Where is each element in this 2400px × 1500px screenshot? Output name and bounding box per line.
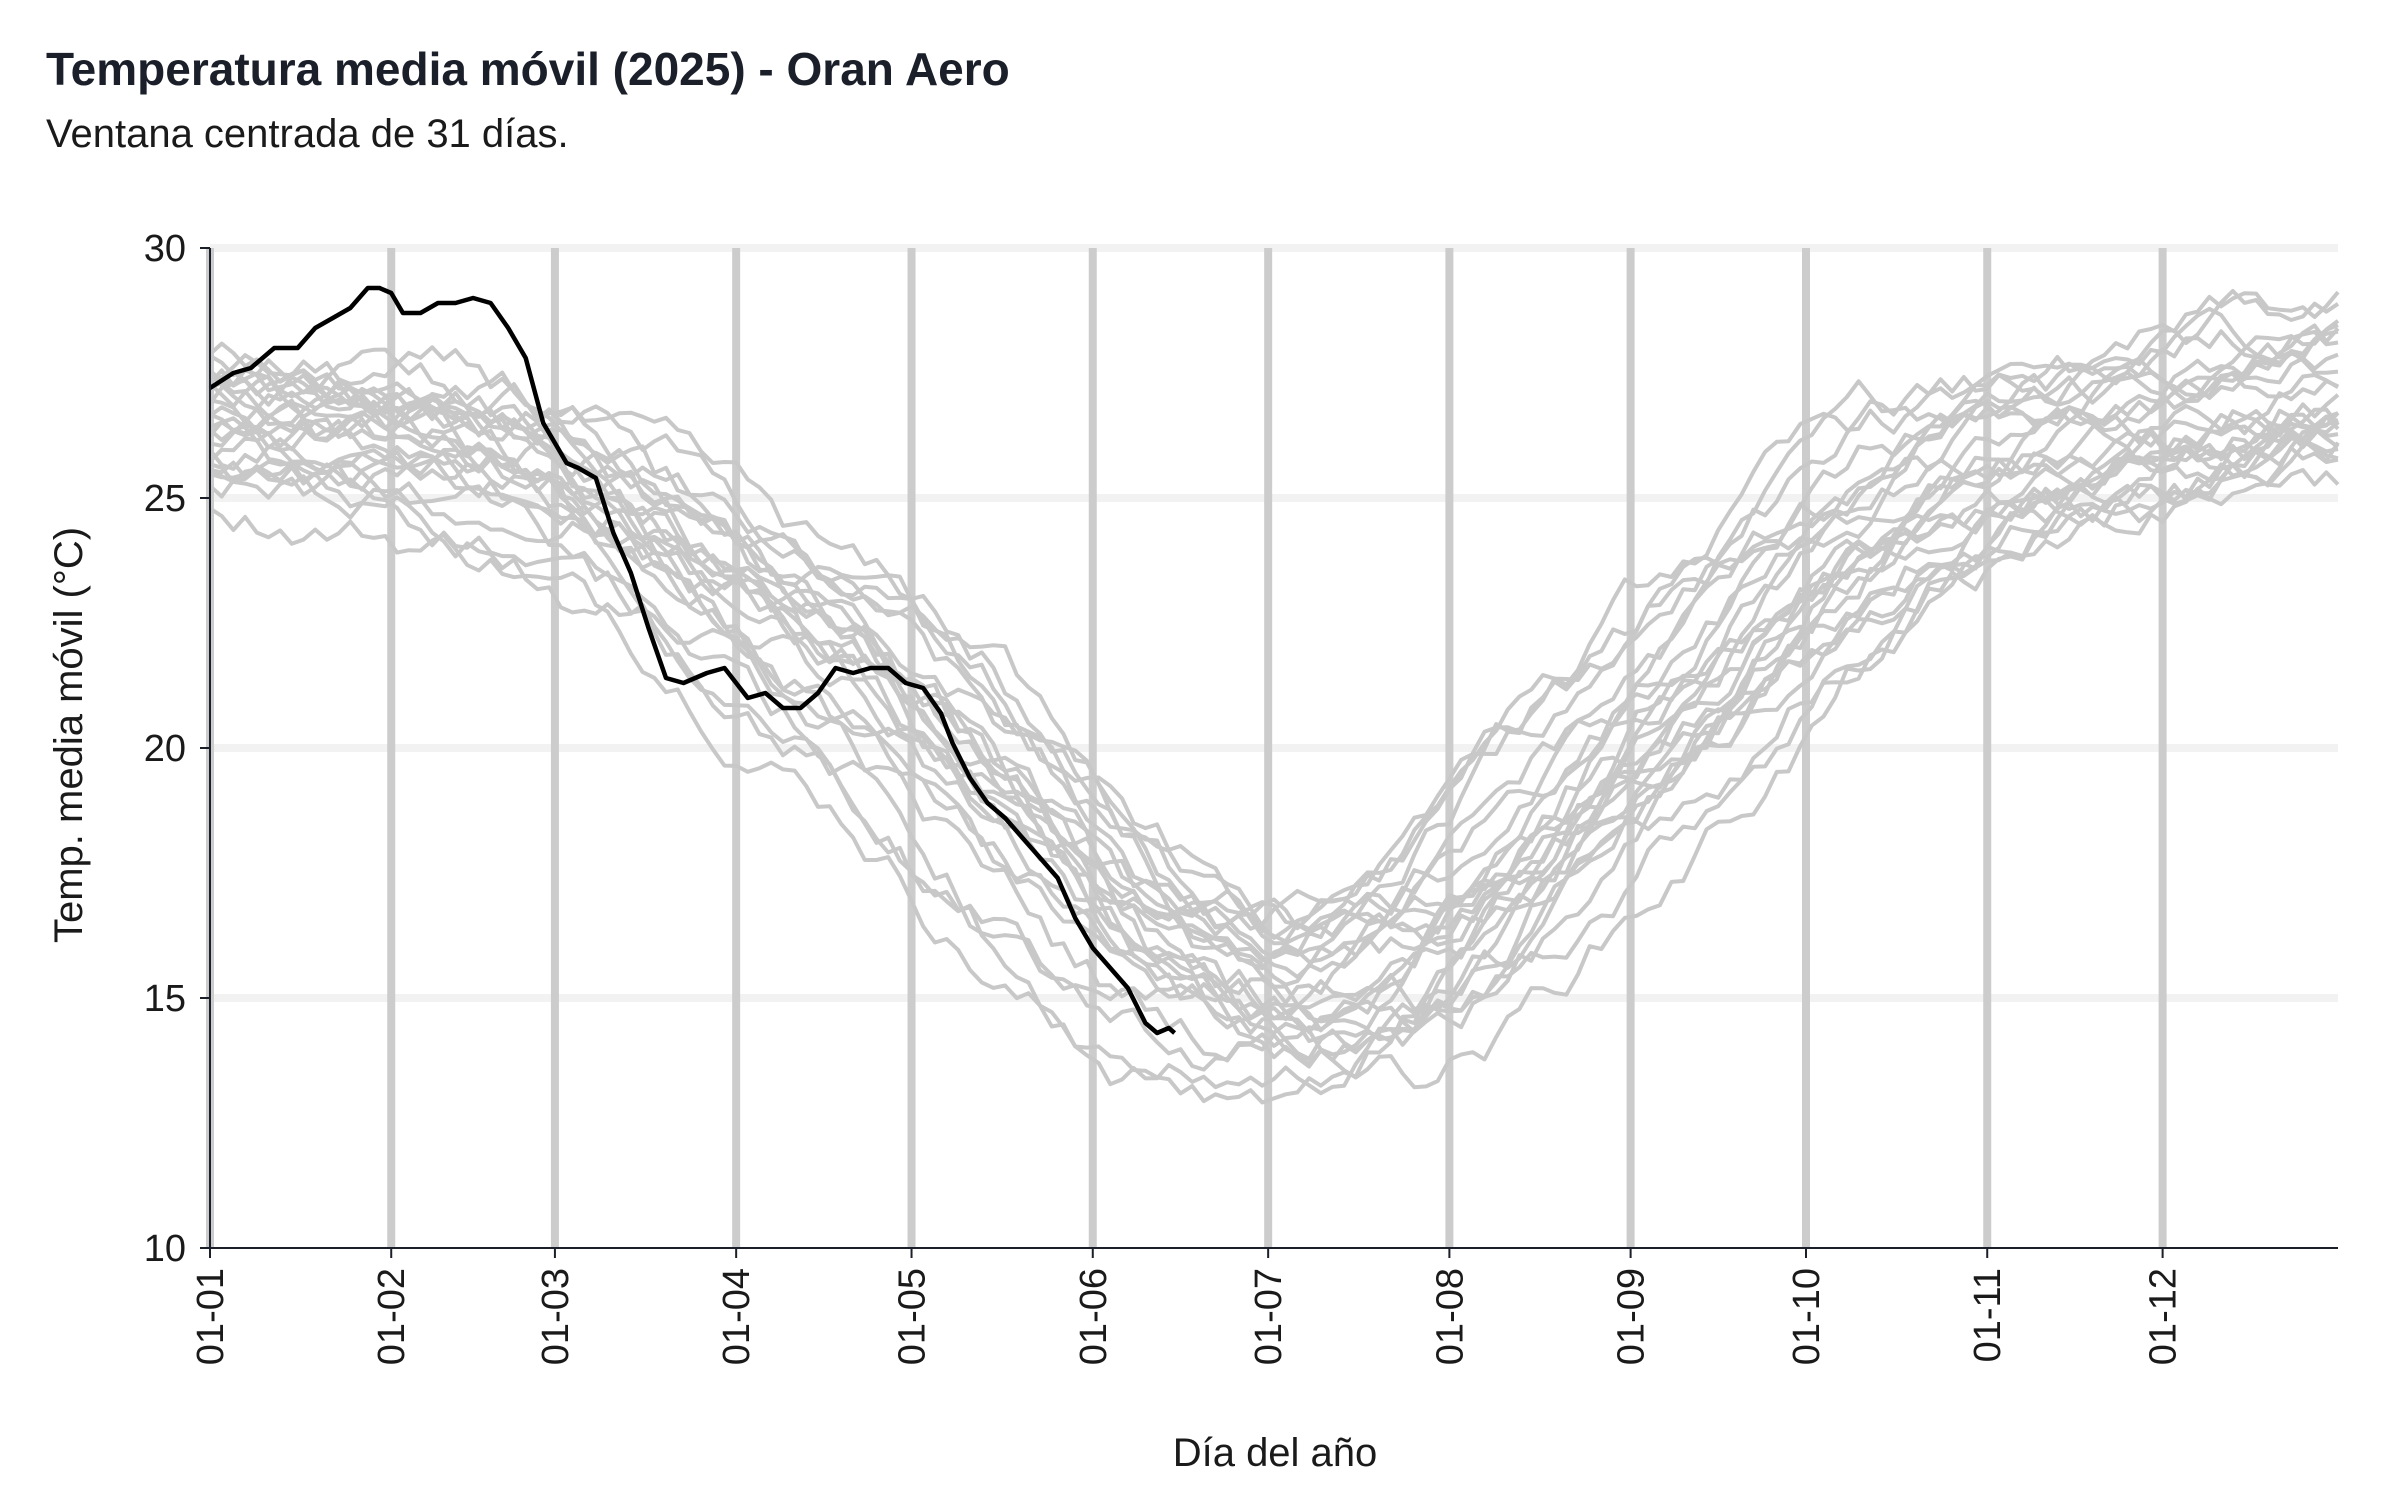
x-tick-label-01-08: 01-08: [1429, 1268, 1471, 1365]
x-tick-label-01-10: 01-10: [1786, 1268, 1828, 1365]
history-year-line: [208, 459, 2340, 1105]
x-tick-label-01-01: 01-01: [190, 1268, 232, 1365]
history-year-line: [208, 407, 2340, 1034]
y-tick-labels: 10 15 20 25 30: [144, 228, 186, 1270]
current-series-group: [208, 285, 1177, 1036]
series-line-2025: [208, 285, 1177, 1036]
history-year-line: [208, 323, 2340, 960]
x-tick-label-01-04: 01-04: [716, 1268, 758, 1365]
history-year-line: [209, 319, 2340, 987]
x-tick-labels: 01-01 01-02 01-03 01-04 01-05 01-06 01-07 01-08…: [190, 1268, 2185, 1365]
x-tick-label-01-07: 01-07: [1248, 1268, 1290, 1365]
history-year-line: [209, 329, 2339, 944]
y-tick-label-15: 15: [144, 978, 186, 1020]
history-year-line: [209, 290, 2340, 971]
history-year-line: [209, 289, 2340, 979]
history-year-line: [208, 358, 2340, 946]
y-tick-label-20: 20: [144, 728, 186, 770]
chart-title: Temperatura media móvil (2025) - Oran Ae…: [46, 43, 1010, 95]
history-year-line: [209, 421, 2340, 1035]
y-tick-label-30: 30: [144, 228, 186, 270]
x-tick-label-01-12: 01-12: [2143, 1268, 2185, 1365]
history-year-line: [208, 329, 2339, 931]
x-tick-label-01-05: 01-05: [892, 1268, 934, 1365]
history-year-line: [208, 382, 2340, 1024]
history-year-line: [209, 445, 2339, 1090]
y-axis-label: Temp. media móvil (°C): [47, 527, 91, 943]
x-axis-label: Día del año: [1173, 1431, 1378, 1475]
horizontal-gridlines: [210, 244, 2338, 1002]
x-tick-label-01-09: 01-09: [1611, 1268, 1653, 1365]
history-year-line: [208, 417, 2339, 1072]
x-tick-label-01-11: 01-11: [1967, 1268, 2009, 1362]
history-year-line: [208, 412, 2340, 1066]
history-year-line: [208, 329, 2339, 931]
y-tick-label-10: 10: [144, 1228, 186, 1270]
chart-subtitle: Ventana centrada de 31 días.: [46, 112, 569, 156]
history-year-line: [208, 431, 2339, 1096]
x-tick-label-01-06: 01-06: [1073, 1268, 1115, 1365]
x-tick-label-01-03: 01-03: [535, 1268, 577, 1365]
historical-series-group: [208, 289, 2340, 1105]
x-tick-label-01-02: 01-02: [371, 1268, 413, 1365]
y-tick-label-25: 25: [144, 478, 186, 520]
axes-group: [200, 247, 2338, 1258]
